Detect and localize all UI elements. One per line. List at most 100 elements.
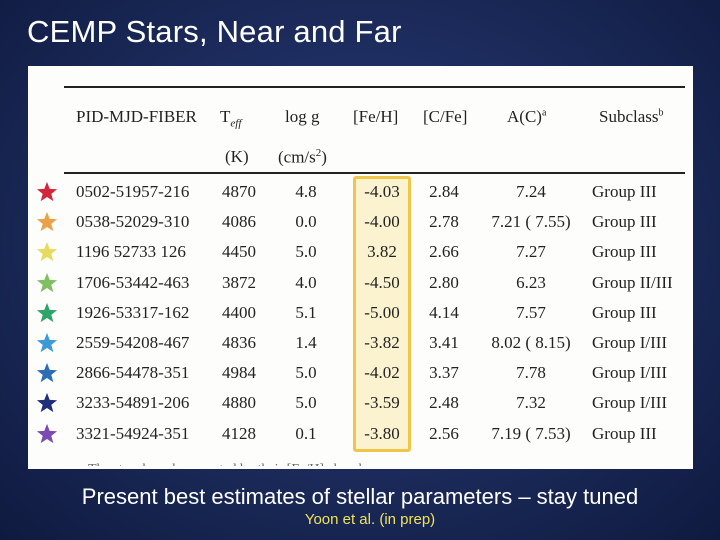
header-logg-unit-sup: 2 bbox=[315, 147, 322, 159]
header-subclass: Subclassb bbox=[599, 107, 664, 127]
cell-logg: 0.1 bbox=[295, 423, 317, 443]
cell-cfe: 3.37 bbox=[429, 363, 459, 383]
table-row: 0538-52029-310 4086 0.0 -4.00 2.78 7.21 ( 7.5… bbox=[28, 212, 693, 242]
cell-teff: 3872 bbox=[222, 272, 256, 292]
table-row: 1706-53442-463 3872 4.0 -4.50 2.80 6.23 Group … bbox=[28, 272, 693, 303]
cell-feh: -4.02 bbox=[364, 363, 400, 383]
cell-feh: -3.80 bbox=[364, 423, 400, 443]
cell-cfe: 4.14 bbox=[429, 302, 459, 322]
slide-title: CEMP Stars, Near and Far bbox=[27, 14, 402, 49]
feh-highlight-box bbox=[353, 176, 411, 452]
cell-pid: 3233-54891-206 bbox=[76, 393, 190, 413]
star-icon bbox=[36, 212, 58, 232]
cell-pid: 0538-52029-310 bbox=[76, 212, 190, 232]
cell-cfe: 2.84 bbox=[429, 182, 459, 201]
cell-teff: 4086 bbox=[222, 212, 256, 232]
cell-cfe: 2.78 bbox=[429, 212, 459, 232]
header-logg-unit-close: ) bbox=[321, 147, 327, 167]
star-icon bbox=[36, 181, 58, 202]
cell-teff: 4836 bbox=[222, 333, 256, 352]
cell-pid: 3321-54924-351 bbox=[76, 423, 190, 443]
table-row: 3233-54891-206 4880 5.0 -3.59 2.48 7.32 Group … bbox=[28, 393, 693, 423]
star-icon bbox=[36, 393, 58, 413]
table-header-rule bbox=[64, 172, 685, 174]
cell-subclass: Group II/III bbox=[592, 272, 673, 292]
table-image: PID-MJD-FIBER Teff log g [Fe/H] [C/Fe] A… bbox=[28, 66, 693, 469]
cell-feh: -3.82 bbox=[364, 333, 400, 352]
header-ac-label: A(C) bbox=[507, 107, 542, 126]
header-logg-unit-label: (cm/s bbox=[278, 147, 316, 167]
cell-ac: 7.57 bbox=[516, 302, 546, 322]
cell-subclass: Group I/III bbox=[592, 333, 668, 352]
cell-feh: -3.59 bbox=[364, 393, 400, 413]
table-row: 0502-51957-216 4870 4.8 -4.03 2.84 7.24 Group … bbox=[28, 181, 693, 212]
slide-caption: Present best estimates of stellar parame… bbox=[81, 484, 639, 509]
slide-credit: Yoon et al. (in prep) bbox=[304, 511, 436, 528]
cell-pid: 1706-53442-463 bbox=[76, 272, 190, 292]
star-icon bbox=[36, 242, 58, 262]
table-row: 1926-53317-162 4400 5.1 -5.00 4.14 7.57 Group … bbox=[28, 302, 693, 333]
cell-ac: 8.02 ( 8.15) bbox=[491, 333, 571, 352]
cell-logg: 1.4 bbox=[295, 333, 317, 352]
cell-pid: 2866-54478-351 bbox=[76, 363, 190, 383]
cell-logg: 5.0 bbox=[295, 363, 317, 383]
cell-logg: 0.0 bbox=[295, 212, 317, 232]
header-logg: log g bbox=[285, 107, 320, 126]
truncated-footnote-text: The stars have been sorted by their [Fe/… bbox=[88, 458, 628, 466]
cell-subclass: Group III bbox=[592, 212, 657, 232]
cell-teff: 4128 bbox=[222, 423, 256, 443]
cell-ac: 7.78 bbox=[516, 363, 546, 383]
header-teff: Teff bbox=[220, 107, 241, 129]
cell-logg: 4.8 bbox=[295, 182, 317, 201]
star-icon bbox=[36, 272, 58, 292]
cell-subclass: Group I/III bbox=[592, 363, 668, 383]
table-row: 1196 52733 126 4450 5.0 3.82 2.66 7.27 Group I… bbox=[28, 242, 693, 272]
cell-subclass: Group III bbox=[592, 423, 657, 443]
cell-logg: 5.1 bbox=[295, 302, 317, 322]
cell-cfe: 3.41 bbox=[429, 333, 459, 352]
cell-teff: 4400 bbox=[222, 302, 256, 322]
cell-pid: 2559-54208-467 bbox=[76, 333, 190, 352]
cell-ac: 7.21 ( 7.55) bbox=[491, 212, 571, 232]
cell-ac: 7.19 ( 7.53) bbox=[491, 423, 571, 443]
cell-pid: 1926-53317-162 bbox=[76, 302, 190, 322]
cell-feh: -5.00 bbox=[364, 302, 400, 322]
cell-subclass: Group III bbox=[592, 182, 657, 201]
cell-cfe: 2.80 bbox=[429, 272, 459, 292]
cell-logg: 4.0 bbox=[295, 272, 317, 292]
header-feh: [Fe/H] bbox=[353, 107, 399, 126]
table-row: 2559-54208-467 4836 1.4 -3.82 3.41 8.02 ( 8.1… bbox=[28, 332, 693, 363]
cell-pid: 0502-51957-216 bbox=[76, 182, 190, 201]
header-cfe: [C/Fe] bbox=[423, 107, 468, 126]
cell-teff: 4870 bbox=[222, 182, 256, 201]
header-teff-label: T bbox=[220, 107, 231, 126]
header-teff-unit: (K) bbox=[225, 147, 249, 166]
cell-cfe: 2.66 bbox=[429, 242, 459, 262]
cell-feh: -4.03 bbox=[364, 182, 400, 201]
cell-ac: 7.32 bbox=[516, 393, 546, 413]
header-pid: PID-MJD-FIBER bbox=[76, 107, 197, 126]
cell-feh: -4.00 bbox=[364, 212, 400, 232]
star-icon bbox=[36, 363, 58, 383]
table-row: 2866-54478-351 4984 5.0 -4.02 3.37 7.78 Group … bbox=[28, 363, 693, 393]
header-teff-subscript: eff bbox=[230, 117, 242, 130]
table-top-rule bbox=[64, 86, 685, 88]
cell-cfe: 2.56 bbox=[429, 423, 459, 443]
cell-teff: 4880 bbox=[222, 393, 256, 413]
table-row: 3321-54924-351 4128 0.1 -3.80 2.56 7.19 ( 7.5… bbox=[28, 423, 693, 454]
cell-ac: 7.27 bbox=[516, 242, 546, 262]
cell-logg: 5.0 bbox=[295, 393, 317, 413]
star-icon bbox=[36, 302, 58, 322]
header-subclass-footnote: b bbox=[658, 107, 664, 119]
star-icon bbox=[36, 332, 58, 353]
cell-ac: 7.24 bbox=[516, 182, 546, 201]
cell-feh: 3.82 bbox=[367, 242, 397, 262]
cell-feh: -4.50 bbox=[364, 272, 400, 292]
cell-teff: 4984 bbox=[222, 363, 256, 383]
cell-logg: 5.0 bbox=[295, 242, 317, 262]
header-subclass-label: Subclass bbox=[599, 107, 659, 126]
header-ac: A(C)a bbox=[507, 107, 546, 127]
cell-cfe: 2.48 bbox=[429, 393, 459, 413]
cell-teff: 4450 bbox=[222, 242, 256, 262]
cell-subclass: Group III bbox=[592, 242, 657, 262]
